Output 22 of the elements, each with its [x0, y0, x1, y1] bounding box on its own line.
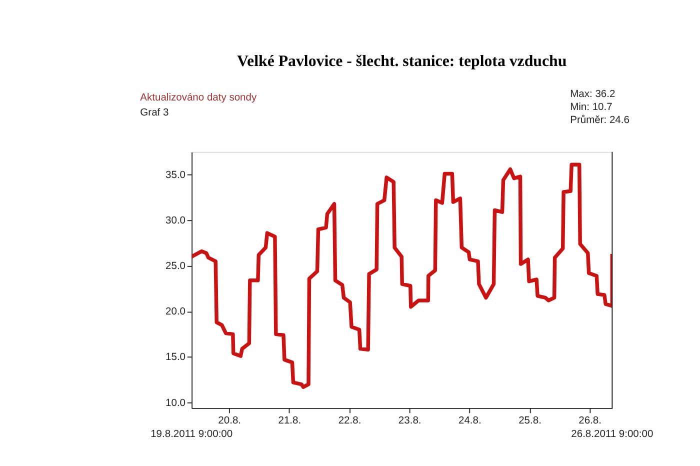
x-tick-label: 22.8. — [338, 415, 362, 426]
y-tick-label: 10.0 — [166, 398, 186, 409]
text: Max: 36.2 — [570, 88, 616, 100]
text: 19.8.2011 9:00:00 — [150, 428, 233, 440]
text: Průměr: 24.6 — [570, 114, 630, 126]
text: Aktualizováno daty sondy — [140, 92, 258, 104]
x-tick-label: 26.8. — [578, 415, 602, 426]
y-tick-label: 20.0 — [166, 306, 186, 318]
y-tick-label: 25.0 — [166, 261, 186, 272]
x-tick-label: 23.8. — [398, 415, 422, 426]
chart-title: Velké Pavlovice - šlecht. stanice: teplota vzduchu — [237, 52, 567, 70]
x-tick-label: 24.8. — [458, 415, 482, 426]
y-tick-label: 15.0 — [166, 352, 186, 364]
text: Graf 3 — [140, 107, 170, 118]
y-tick-label: 35.0 — [166, 170, 186, 181]
y-tick-label: 30.0 — [166, 216, 186, 227]
text: 26.8.2011 9:00:00 — [571, 428, 654, 440]
x-tick-label: 21.8. — [278, 415, 302, 426]
x-tick-label: 25.8. — [518, 415, 542, 426]
line-series — [192, 162, 612, 389]
text: Min: 10.7 — [570, 102, 613, 113]
x-tick-label: 20.8. — [218, 415, 242, 426]
